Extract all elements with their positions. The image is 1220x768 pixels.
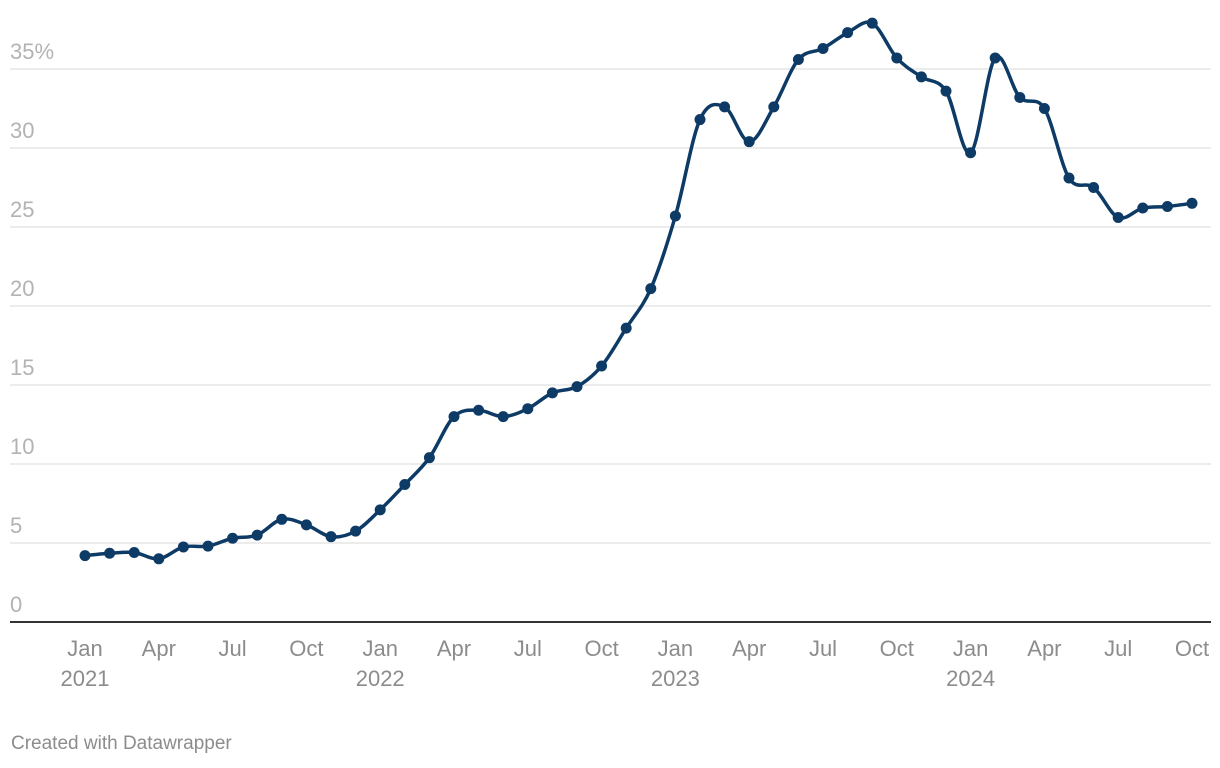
data-point — [694, 114, 706, 126]
x-tick-label: Jan — [67, 636, 102, 661]
data-point — [522, 403, 534, 415]
y-tick-label: 30 — [10, 118, 34, 143]
data-point — [399, 479, 411, 491]
data-point — [645, 283, 657, 295]
data-point — [128, 546, 140, 558]
x-tick-label: Apr — [437, 636, 471, 661]
y-tick-label: 10 — [10, 434, 34, 459]
x-tick-year-label: 2023 — [651, 666, 700, 691]
data-point — [743, 136, 755, 148]
x-tick-label: Jul — [809, 636, 837, 661]
x-tick-label: Jul — [514, 636, 542, 661]
data-point — [276, 513, 288, 525]
data-point — [202, 540, 214, 552]
data-point — [497, 411, 509, 423]
x-tick-year-label: 2022 — [356, 666, 405, 691]
x-tick-label: Oct — [584, 636, 618, 661]
data-point — [448, 411, 460, 423]
y-tick-label: 35% — [10, 39, 54, 64]
data-point — [768, 101, 780, 113]
data-point — [571, 381, 583, 393]
y-tick-label: 15 — [10, 355, 34, 380]
data-point — [620, 322, 632, 334]
data-point — [227, 532, 239, 544]
data-point — [546, 387, 558, 399]
x-tick-label: Apr — [732, 636, 766, 661]
x-tick-label: Oct — [880, 636, 914, 661]
x-tick-label: Jan — [658, 636, 693, 661]
data-point — [350, 525, 362, 537]
data-point — [300, 519, 312, 531]
data-point — [325, 531, 337, 543]
data-point — [104, 547, 116, 559]
data-point — [1088, 182, 1100, 193]
credit-text: Created with Datawrapper — [11, 733, 232, 754]
x-tick-label: Jul — [219, 636, 247, 661]
x-tick-label: Jan — [362, 636, 397, 661]
data-point — [473, 404, 485, 416]
x-tick-label: Apr — [142, 636, 176, 661]
data-point — [1014, 91, 1026, 103]
data-point — [1161, 200, 1173, 212]
series-line — [83, 20, 1194, 561]
data-point — [1137, 202, 1149, 214]
data-point — [1063, 172, 1075, 184]
x-tick-label: Jul — [1104, 636, 1132, 661]
data-point — [1112, 212, 1124, 224]
data-point — [669, 210, 681, 222]
data-point — [153, 553, 165, 565]
x-tick-label: Oct — [1175, 636, 1209, 661]
data-point — [817, 42, 829, 54]
x-axis-tick-labels: Jan 2021 Apr Jul Oct Jan 2022 Apr Jul Oct Jan 2023 A… — [61, 636, 1210, 691]
data-point — [719, 101, 731, 113]
data-point — [842, 27, 854, 39]
data-point — [940, 85, 952, 97]
data-point — [79, 550, 91, 562]
data-point — [374, 504, 386, 516]
data-point — [251, 529, 263, 541]
y-tick-label: 5 — [10, 513, 22, 538]
y-tick-label: 25 — [10, 197, 34, 222]
data-point — [891, 52, 903, 64]
data-point — [596, 360, 608, 372]
y-tick-label: 20 — [10, 276, 34, 301]
x-tick-year-label: 2021 — [61, 666, 110, 691]
data-point — [792, 54, 804, 66]
data-point — [177, 541, 189, 553]
data-point — [423, 452, 435, 464]
series-markers — [79, 17, 1198, 565]
x-tick-label: Apr — [1027, 636, 1061, 661]
gridlines — [10, 68, 1211, 544]
data-point — [1186, 197, 1198, 209]
x-tick-year-label: 2024 — [946, 666, 995, 691]
data-point — [915, 71, 927, 83]
x-tick-label: Jan — [953, 636, 988, 661]
y-tick-label: 0 — [10, 592, 22, 617]
data-point — [866, 17, 878, 29]
y-axis-tick-labels: 0 5 10 15 20 25 30 35% — [10, 39, 54, 617]
data-point — [965, 147, 977, 159]
x-tick-label: Oct — [289, 636, 323, 661]
data-point — [989, 52, 1001, 64]
data-point — [1038, 103, 1050, 114]
